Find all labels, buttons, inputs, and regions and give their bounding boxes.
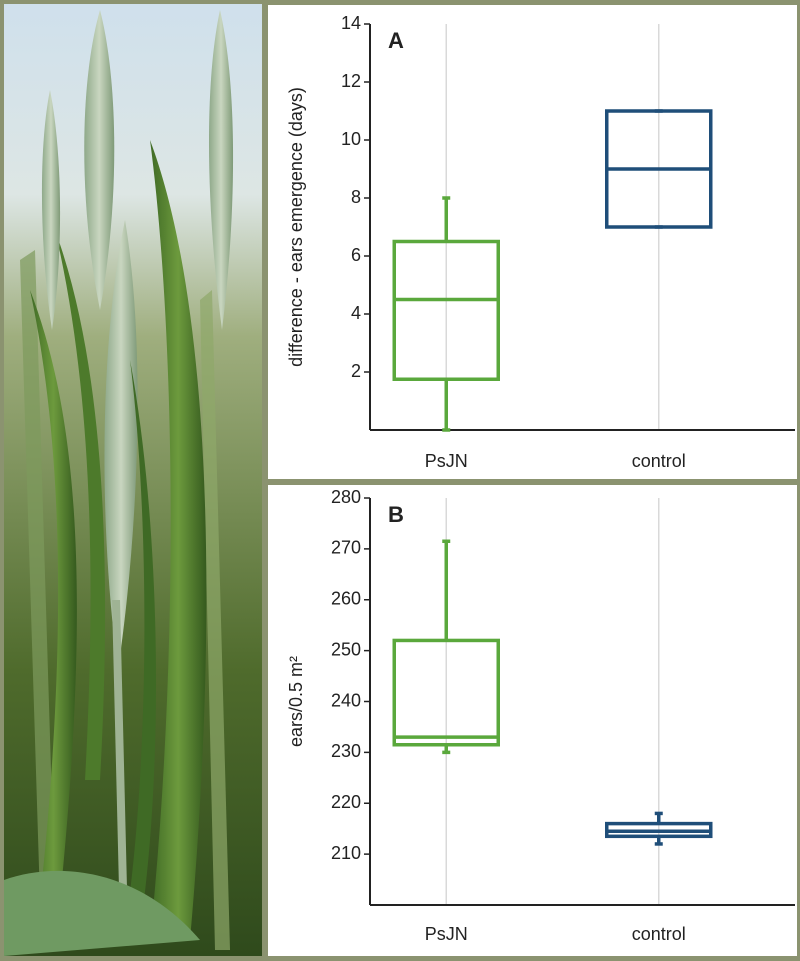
y-tick-label: 250	[331, 639, 361, 659]
panel-label: A	[388, 28, 404, 53]
y-tick-label: 12	[341, 71, 361, 91]
y-tick-label: 270	[331, 538, 361, 558]
x-tick-label: control	[632, 451, 686, 471]
x-tick-label: PsJN	[425, 451, 468, 471]
box	[392, 239, 500, 381]
y-tick-label: 260	[331, 589, 361, 609]
box	[392, 638, 500, 747]
y-tick-label: 4	[351, 303, 361, 323]
y-tick-label: 280	[331, 487, 361, 507]
y-tick-label: 6	[351, 245, 361, 265]
y-axis-label: difference - ears emergence (days)	[286, 87, 306, 367]
y-tick-label: 2	[351, 361, 361, 381]
wheat-photo	[4, 4, 262, 956]
y-tick-label: 14	[341, 13, 361, 33]
x-tick-label: control	[632, 924, 686, 944]
y-axis-label: ears/0.5 m²	[286, 656, 306, 747]
y-tick-label: 210	[331, 843, 361, 863]
y-tick-label: 240	[331, 690, 361, 710]
y-tick-label: 220	[331, 792, 361, 812]
panel-b	[268, 485, 797, 956]
y-tick-label: 230	[331, 741, 361, 761]
panel-label: B	[388, 502, 404, 527]
y-tick-label: 8	[351, 187, 361, 207]
panel-a	[268, 5, 797, 479]
y-tick-label: 10	[341, 129, 361, 149]
x-tick-label: PsJN	[425, 924, 468, 944]
